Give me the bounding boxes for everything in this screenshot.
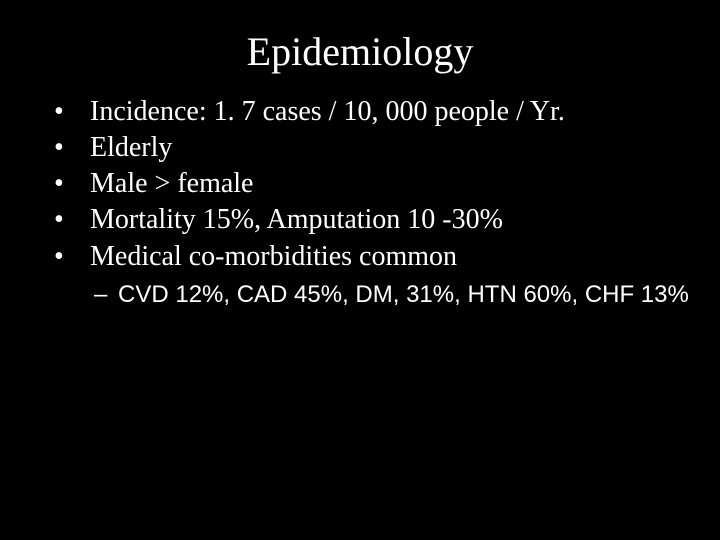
bullet-item: • Mortality 15%, Amputation 10 -30%	[54, 203, 690, 237]
bullet-mark: •	[54, 131, 90, 165]
sub-bullet-mark: –	[94, 280, 118, 310]
bullet-mark: •	[54, 167, 90, 201]
slide: Epidemiology • Incidence: 1. 7 cases / 1…	[0, 0, 720, 540]
bullet-text: Medical co-morbidities common	[90, 240, 690, 274]
bullet-text: Male > female	[90, 167, 690, 201]
bullet-text: Mortality 15%, Amputation 10 -30%	[90, 203, 690, 237]
bullet-text: Elderly	[90, 131, 690, 165]
bullet-item: • Medical co-morbidities common	[54, 240, 690, 274]
slide-title: Epidemiology	[0, 0, 720, 95]
bullet-item: • Incidence: 1. 7 cases / 10, 000 people…	[54, 95, 690, 129]
bullet-item: • Elderly	[54, 131, 690, 165]
slide-content: • Incidence: 1. 7 cases / 10, 000 people…	[0, 95, 720, 310]
bullet-mark: •	[54, 240, 90, 274]
bullet-mark: •	[54, 203, 90, 237]
bullet-text: Incidence: 1. 7 cases / 10, 000 people /…	[90, 95, 690, 129]
bullet-item: • Male > female	[54, 167, 690, 201]
sub-bullet-item: – CVD 12%, CAD 45%, DM, 31%, HTN 60%, CH…	[54, 280, 690, 310]
sub-bullet-text: CVD 12%, CAD 45%, DM, 31%, HTN 60%, CHF …	[118, 280, 690, 310]
bullet-mark: •	[54, 95, 90, 129]
